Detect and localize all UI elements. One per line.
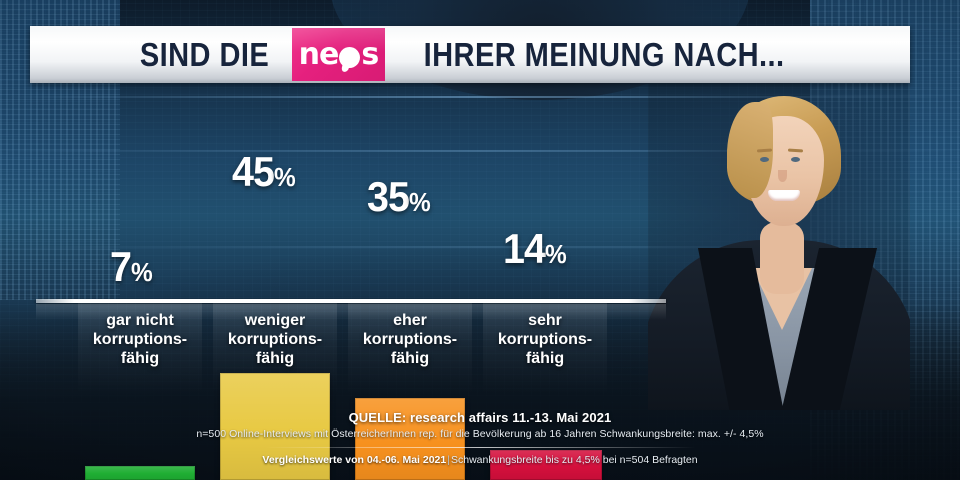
category-label-3-line3: fähig	[390, 350, 430, 367]
neos-logo-letter-s: s	[361, 37, 379, 72]
source-line: QUELLE: research affairs 11.-13. Mai 202…	[348, 410, 612, 425]
chart-baseline-reflection	[36, 304, 666, 320]
bar-value-3: 35%	[367, 173, 431, 221]
category-label-3: eher korruptions- fähig	[348, 311, 472, 368]
category-label-2-line2: korruptions-	[227, 331, 323, 348]
chart-baseline	[36, 299, 666, 303]
bar-value-number-3: 35	[367, 173, 410, 220]
comparison-note: Schwankungsbreite bis zu 4,5% bei n=504 …	[450, 454, 698, 466]
bar-value-1: 7%	[110, 243, 153, 291]
neos-logo-letter-e: e	[318, 37, 339, 72]
bar-value-number-1: 7	[110, 243, 132, 290]
bar-value-unit-2: %	[274, 162, 296, 192]
bar-value-number-2: 45	[232, 148, 275, 195]
category-label-2: weniger korruptions- fähig	[213, 311, 337, 368]
bar-column-2	[220, 180, 330, 480]
category-label-2-line1: weniger	[244, 312, 306, 329]
neos-logo-speech-bubble-icon	[339, 47, 361, 68]
category-label-1-line3: fähig	[120, 350, 160, 367]
bar-column-3	[355, 180, 465, 480]
category-label-1: gar nicht korruptions- fähig	[78, 311, 202, 368]
category-panel-1	[78, 300, 202, 394]
bar-value-2: 45%	[232, 148, 296, 196]
category-label-3-line2: korruptions-	[362, 331, 458, 348]
bar-4	[490, 450, 602, 480]
headline-right-text: IHRER MEINUNG NACH...	[423, 35, 785, 73]
comparison-separator: |	[447, 454, 450, 466]
portrait-nose	[778, 170, 787, 182]
category-label-2-line3: fähig	[255, 350, 295, 367]
bar-value-unit-3: %	[409, 187, 431, 217]
bar-1	[85, 466, 195, 480]
portrait-mouth	[768, 190, 800, 201]
portrait-photo	[648, 72, 910, 410]
bar-column-4	[490, 180, 602, 480]
comparison-label: Vergleichswerte von 04.-06. Mai 2021	[262, 454, 447, 466]
headline-left-text: SIND DIE	[139, 35, 270, 73]
method-line: n=500 Online-Interviews mit Österreicher…	[196, 428, 764, 440]
portrait-neck	[760, 222, 804, 294]
category-label-3-line1: eher	[393, 312, 427, 329]
category-label-4-line3: fähig	[525, 350, 565, 367]
category-panel-3	[348, 300, 472, 394]
bar-value-number-4: 14	[503, 225, 546, 272]
bar-value-4: 14%	[503, 225, 567, 273]
bar-3	[355, 398, 465, 480]
bar-value-unit-4: %	[545, 239, 567, 269]
footer-divider	[265, 447, 695, 448]
category-label-1-line2: korruptions-	[92, 331, 188, 348]
bar-2	[220, 373, 330, 480]
bar-value-unit-1: %	[131, 257, 153, 287]
category-label-4: sehr korruptions- fähig	[483, 311, 607, 368]
category-label-4-line1: sehr	[528, 312, 562, 329]
category-label-4-line2: korruptions-	[497, 331, 593, 348]
portrait-eye-right	[791, 157, 800, 162]
bar-column-1	[85, 180, 195, 480]
category-label-1-line1: gar nicht	[106, 312, 174, 329]
category-panel-4	[483, 300, 607, 394]
comparison-line: Vergleichswerte von 04.-06. Mai 2021|Sch…	[0, 454, 960, 466]
neos-logo-letter-n: n	[298, 37, 320, 72]
footer: QUELLE: research affairs 11.-13. Mai 202…	[0, 410, 960, 466]
portrait-eye-left	[760, 157, 769, 162]
